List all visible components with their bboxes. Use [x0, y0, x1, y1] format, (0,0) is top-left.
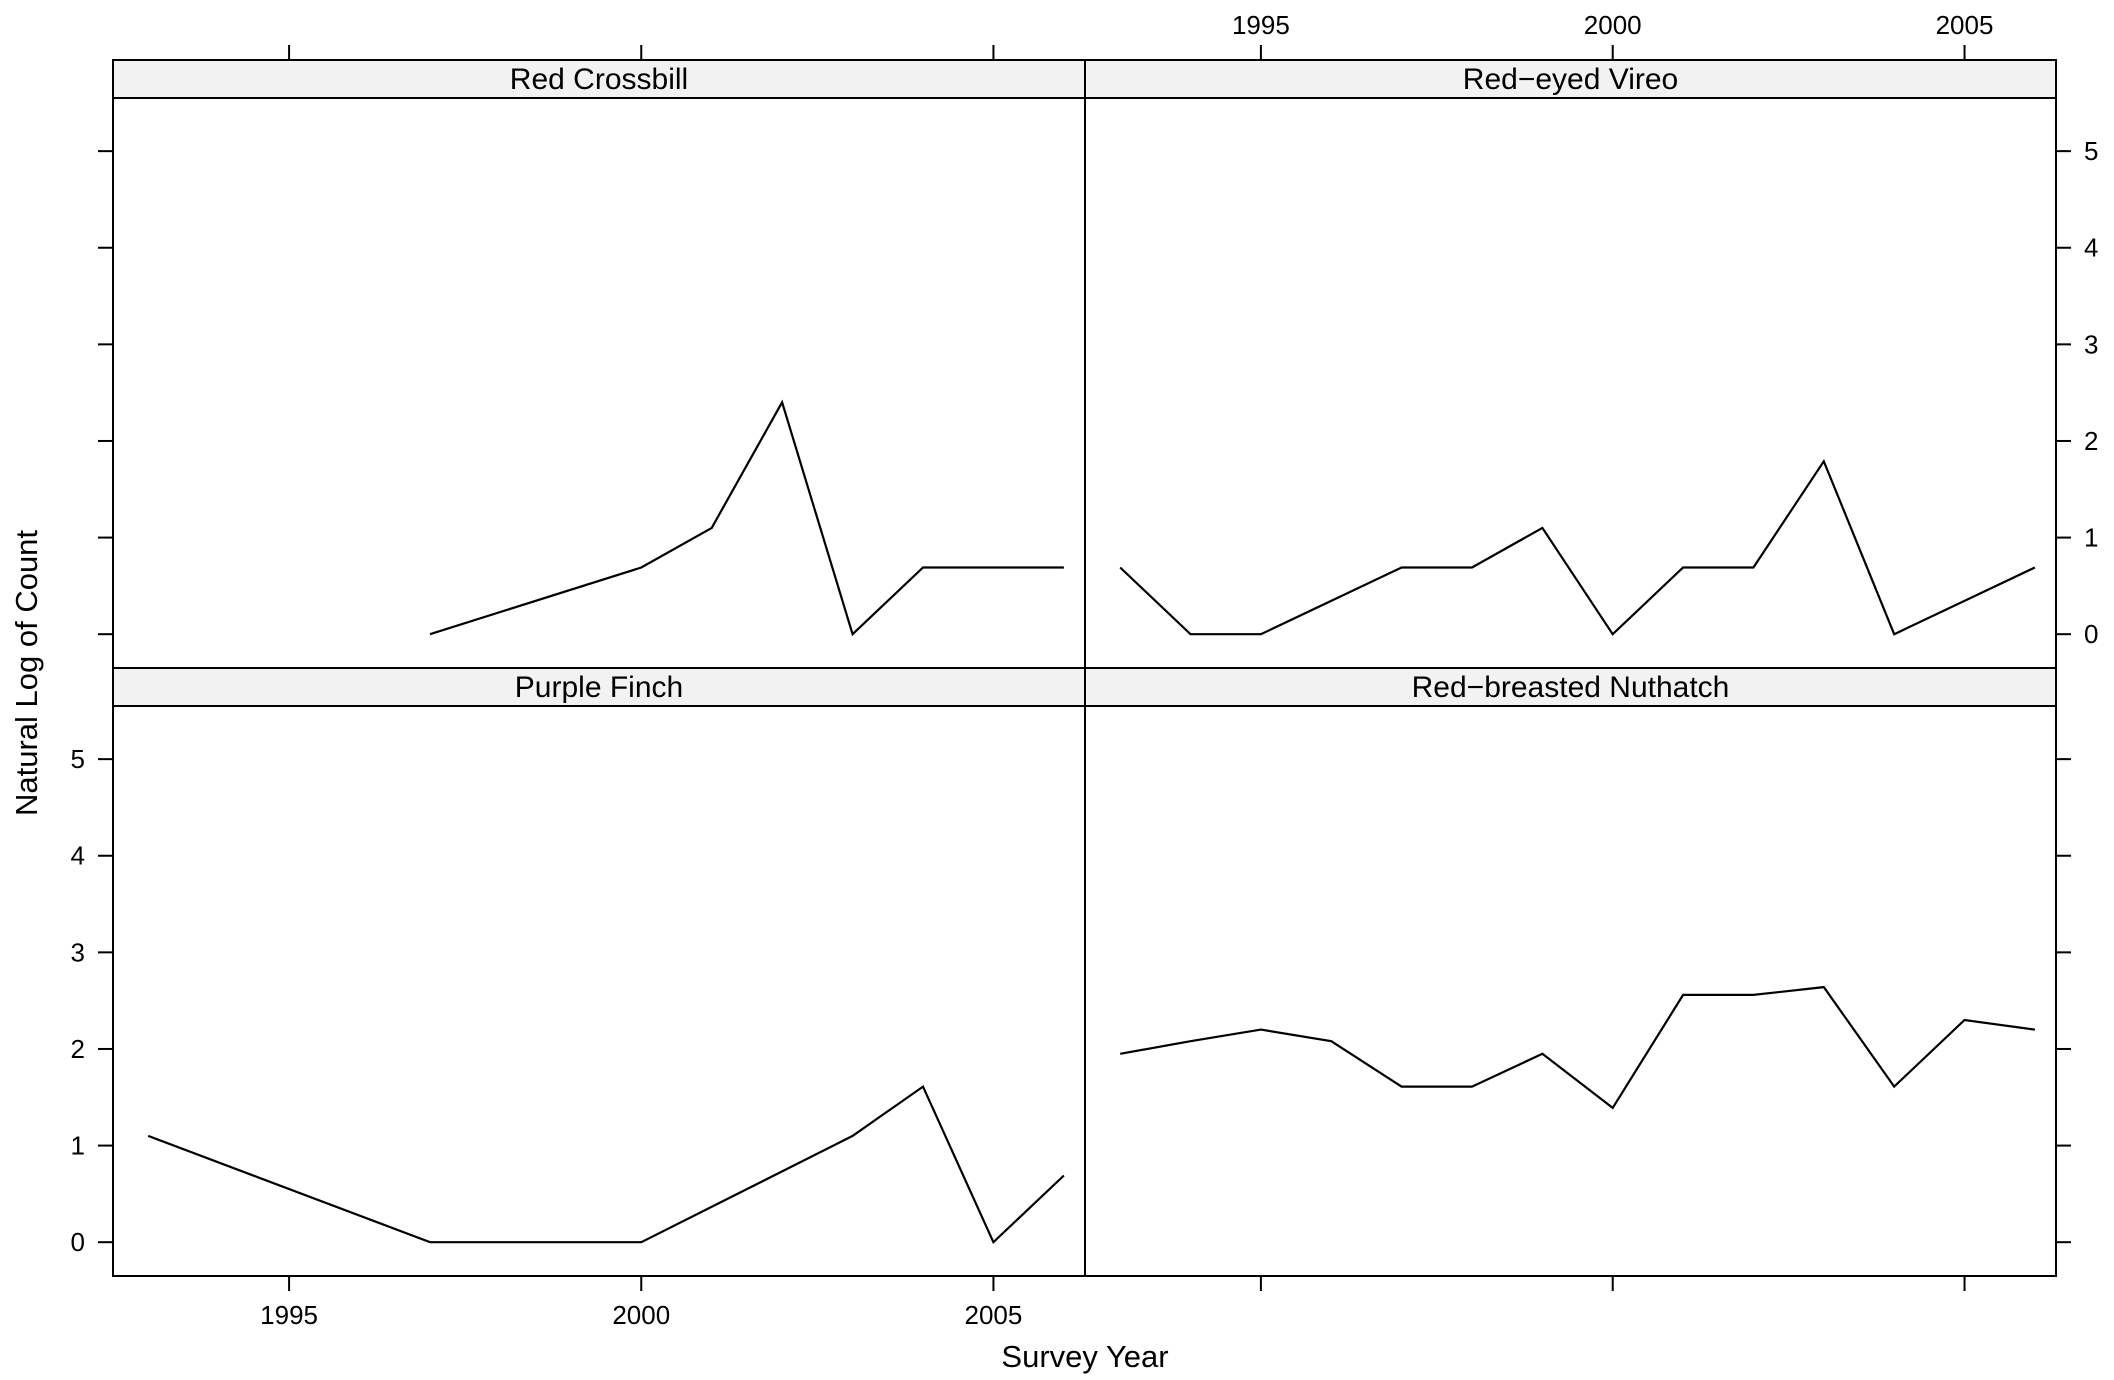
strip-label-2: Purple Finch [515, 671, 683, 704]
y-tick-label-right: 1 [2084, 523, 2098, 553]
x-tick-label-top: 2000 [1584, 10, 1642, 40]
y-axis-title: Natural Log of Count [9, 530, 44, 816]
x-tick-label-bottom: 1995 [260, 1300, 318, 1330]
strip-label-0: Red Crossbill [510, 63, 688, 96]
y-tick-label-left: 3 [71, 937, 85, 967]
panel-frame-3 [1084, 705, 2057, 1277]
panel-1: Red−eyed Vireo [1084, 59, 2057, 669]
axes-layer: 1995 1995 2000 2000 2005 2005 0 0 1 1 2 2 3 3 4 4 5 5 [71, 10, 2099, 1330]
y-tick-label-left: 0 [71, 1227, 85, 1257]
panel-2: Purple Finch [112, 667, 1086, 1277]
panel-frame-2 [112, 705, 1086, 1277]
panel-frame-1 [1084, 97, 2057, 669]
series-line-0 [429, 399, 1064, 637]
y-tick-label-left: 4 [71, 841, 85, 871]
y-tick-label-left: 2 [71, 1034, 85, 1064]
series-line-1 [1119, 458, 2036, 636]
x-tick-label-top: 1995 [1232, 10, 1290, 40]
panel-frame-0 [112, 97, 1086, 669]
panels-layer: Red Crossbill Red−eyed Vireo Purple Finch R… [112, 59, 2057, 1277]
outer-border [112, 59, 2057, 1277]
series-line-2 [147, 1084, 1065, 1245]
y-tick-label-right: 3 [2084, 329, 2098, 359]
x-tick-label-top: 2005 [1936, 10, 1994, 40]
y-tick-label-left: 1 [71, 1131, 85, 1161]
panel-0: Red Crossbill [112, 59, 1086, 669]
strip-label-3: Red−breasted Nuthatch [1412, 671, 1730, 704]
panel-3: Red−breasted Nuthatch [1084, 667, 2057, 1277]
y-tick-label-right: 4 [2084, 233, 2098, 263]
strip-1 [1084, 59, 2057, 99]
x-tick-label-bottom: 2000 [612, 1300, 670, 1330]
y-tick-label-right: 5 [2084, 136, 2098, 166]
y-tick-label-right: 0 [2084, 619, 2098, 649]
strip-label-1: Red−eyed Vireo [1463, 63, 1678, 96]
y-tick-label-left: 5 [71, 744, 85, 774]
series-line-3 [1120, 985, 2036, 1110]
x-axis-title: Survey Year [1001, 1339, 1168, 1374]
y-tick-label-right: 2 [2084, 426, 2098, 456]
x-tick-label-bottom: 2005 [965, 1300, 1023, 1330]
